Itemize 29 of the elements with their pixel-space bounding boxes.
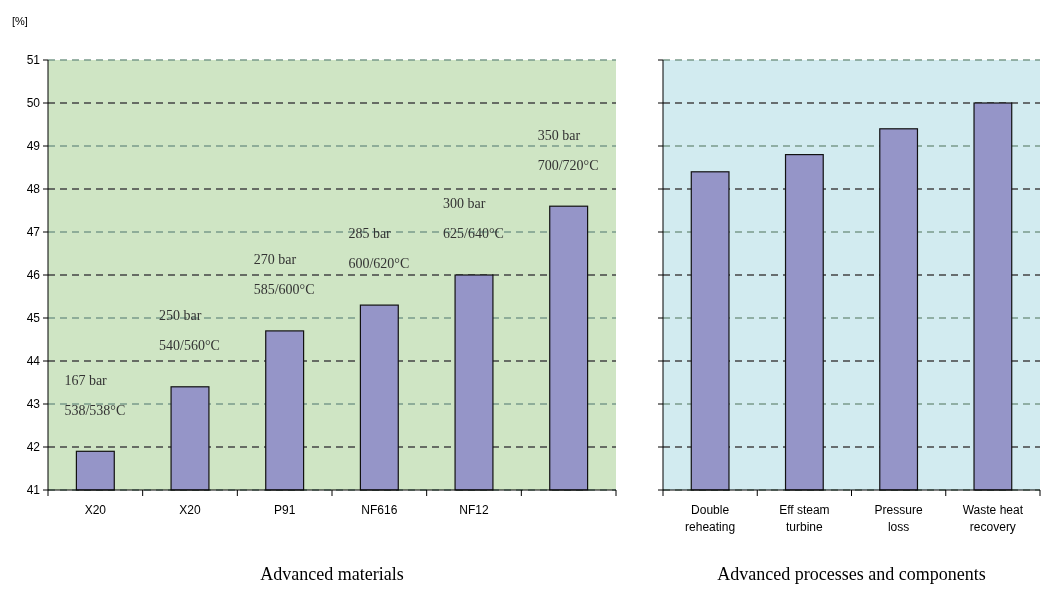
x-tick-label: Waste heat recovery — [962, 503, 1024, 534]
y-tick-label: 50 — [26, 96, 41, 111]
y-tick-label: 49 — [26, 139, 41, 154]
y-tick-label: 48 — [26, 182, 41, 197]
x-tick-label: NF12 — [459, 503, 489, 517]
y-tick-label: 43 — [26, 397, 41, 412]
x-tick-label: Eff steam turbine — [779, 503, 830, 534]
y-tick-label: 42 — [26, 440, 41, 455]
y-axis-title: [%] — [12, 15, 28, 27]
x-axis-title: Advanced processes and components — [717, 564, 986, 584]
annotation: 270 bar 585/600°C — [253, 252, 315, 298]
annotation: 250 bar 540/560°C — [159, 308, 220, 354]
x-tick-label: NF616 — [361, 503, 398, 517]
y-tick-label: 47 — [26, 225, 41, 240]
x-tick-label: X20 — [179, 503, 201, 517]
y-tick-label: 44 — [26, 354, 41, 369]
y-tick-label: 41 — [26, 483, 41, 498]
x-axis-title: Advanced materials — [260, 564, 404, 584]
y-tick-label: 45 — [26, 311, 41, 326]
annotation: 300 bar 625/640°C — [443, 196, 504, 242]
annotation: 167 bar 538/538°C — [64, 372, 126, 418]
x-tick-label: X20 — [84, 503, 107, 517]
x-tick-label: Pressure loss — [874, 503, 923, 534]
y-tick-label: 46 — [26, 268, 41, 283]
x-tick-label: P91 — [273, 503, 296, 517]
y-tick-label: 51 — [26, 53, 41, 68]
annotation: 285 bar 600/620°C — [348, 226, 410, 272]
x-tick-label: Double reheating — [685, 503, 736, 534]
annotation: 350 bar 700/720°C — [537, 127, 599, 173]
